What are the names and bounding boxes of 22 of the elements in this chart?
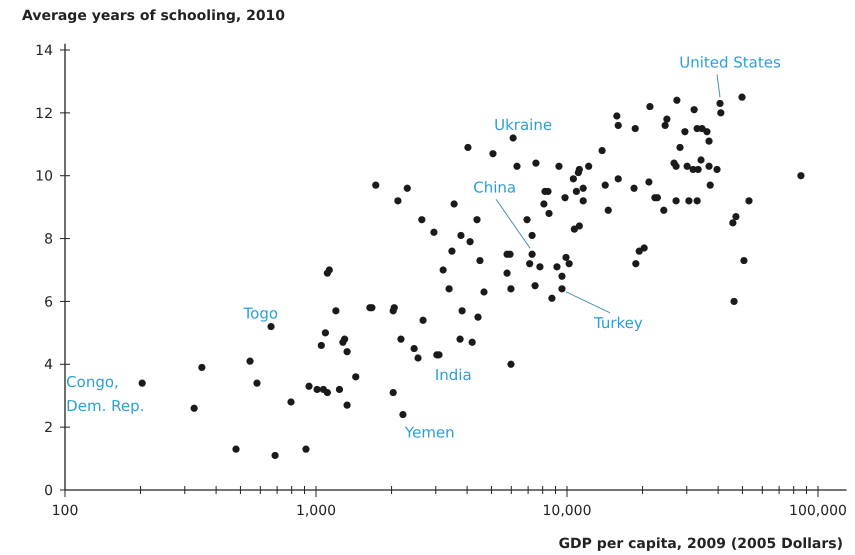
x-tick-label: 10,000 [542, 503, 592, 519]
annotation: Turkey [592, 314, 643, 332]
annotation: United States [679, 53, 781, 72]
annotation: Yemen [404, 424, 455, 442]
annotation: Togo [242, 304, 278, 323]
y-tick-label: 0 [44, 482, 53, 499]
y-tick-label: 12 [35, 106, 53, 122]
x-tick-label: 100 [52, 503, 78, 519]
y-tick-label: 10 [35, 168, 53, 185]
annotation: Congo, Dem. Rep. [66, 373, 144, 416]
x-tick-label: 1,000 [296, 503, 336, 519]
x-axis-title: GDP per capita, 2009 (2005 Dollars) [558, 536, 843, 552]
y-tick-label: 4 [44, 357, 54, 374]
annotation: China [473, 178, 516, 196]
y-tick-label: 6 [44, 294, 54, 310]
annotation: India [434, 366, 472, 384]
y-tick-label: 14 [35, 42, 54, 59]
y-tick-label: 2 [44, 420, 53, 436]
y-tick-label: 8 [44, 231, 53, 248]
x-tick-label: 100,000 [789, 503, 847, 519]
y-axis-title: Average years of schooling, 2010 [22, 8, 286, 24]
annotation: Ukraine [494, 116, 552, 134]
